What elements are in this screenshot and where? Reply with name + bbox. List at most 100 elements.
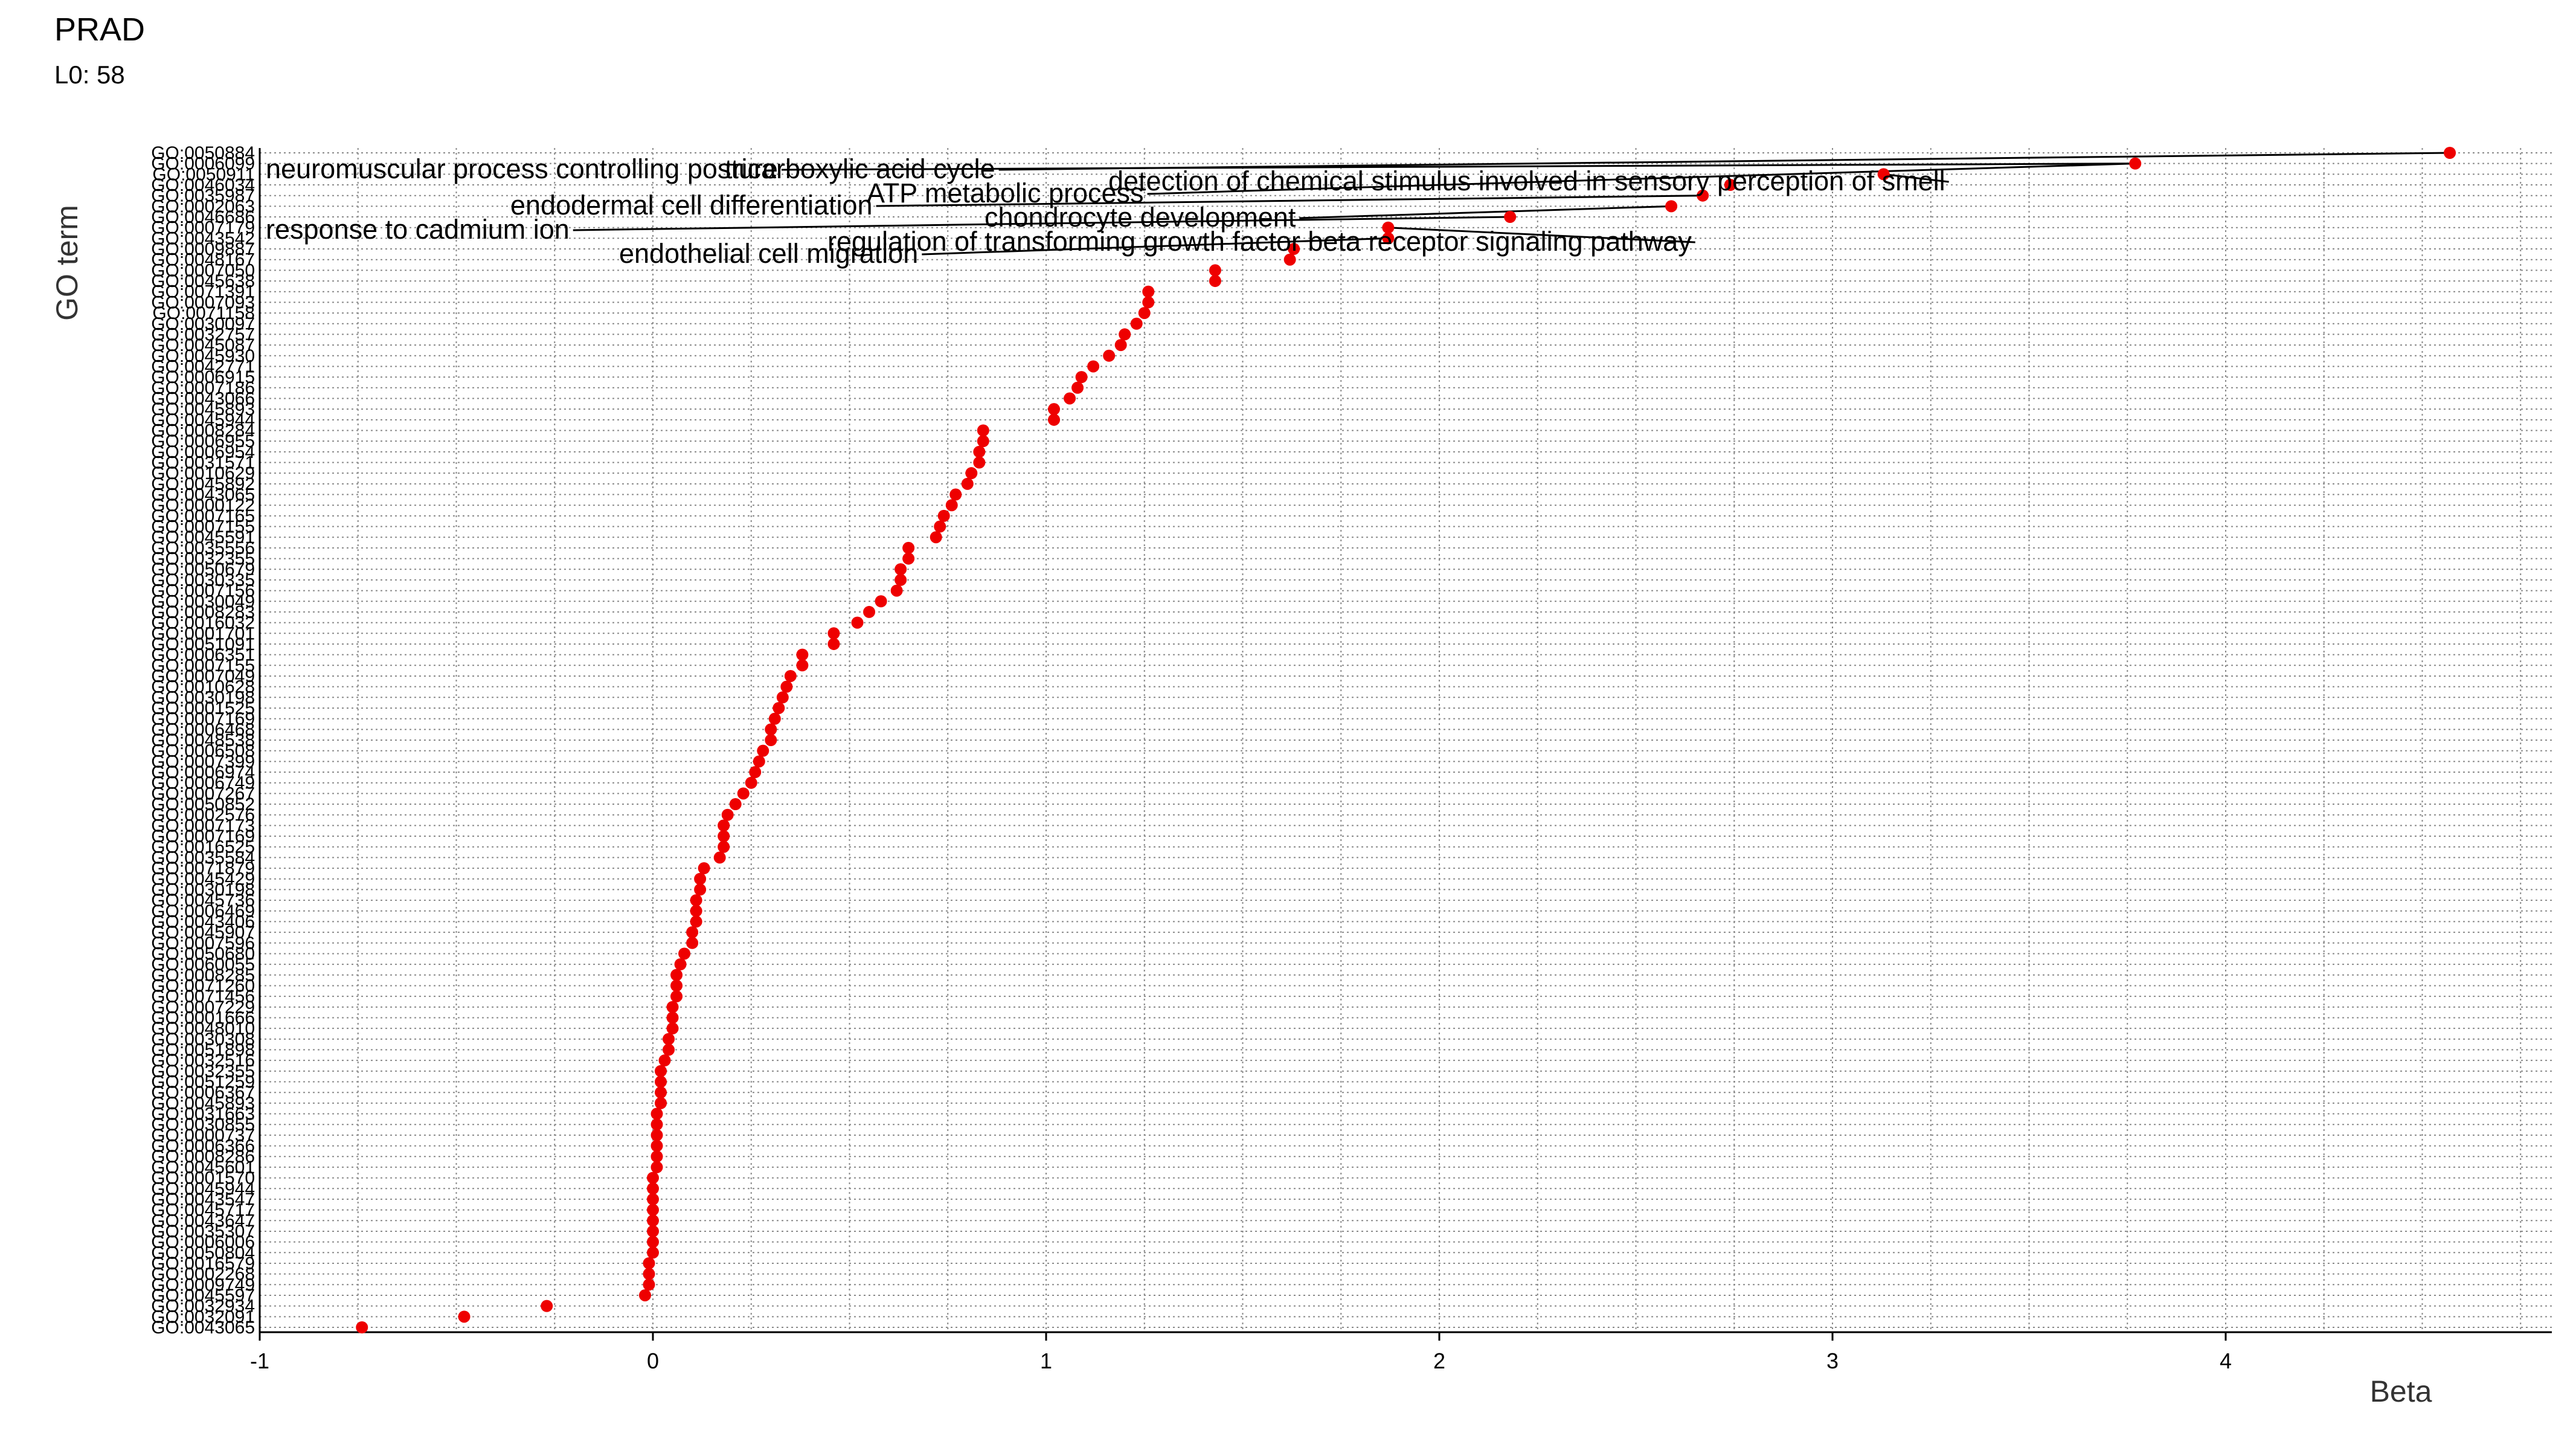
data-point [1504,211,1517,224]
data-point [663,1043,675,1056]
y-tick-label: GO:0048167 [151,250,255,270]
data-point [655,1065,667,1077]
y-tick-label: GO:0032355 [151,1062,255,1081]
annotation-label: neuromuscular process controlling postur… [266,153,778,184]
data-point [895,563,907,576]
y-tick-labels: GO:0050884GO:0006099GO:0050911GO:0046034… [151,143,255,1338]
data-point [647,1236,659,1248]
data-point [937,509,950,522]
data-point [796,648,809,661]
data-point [356,1321,368,1333]
x-tick-label: 1 [1040,1348,1052,1373]
y-tick-label: GO:0030335 [151,570,255,590]
x-tick-label: 3 [1826,1348,1839,1373]
y-tick-label: GO:0050911 [152,164,255,184]
annotation-label: response to cadmium ion [266,214,570,245]
y-tick-label: GO:0035307 [151,1222,255,1242]
y-tick-label: GO:0030049 [151,591,255,611]
y-tick-label: GO:0050804 [151,1243,255,1263]
y-tick-label: GO:0045930 [151,346,255,366]
y-tick-label: GO:0043066 [151,388,255,408]
data-point [721,808,734,821]
y-tick-label: GO:0048538 [151,730,255,750]
data-point [686,936,699,949]
y-tick-label: GO:0006006 [151,1232,255,1252]
y-tick-label: GO:0045907 [151,923,255,942]
y-tick-label: GO:0030308 [151,1030,255,1049]
y-tick-label: GO:0001570 [151,1168,255,1188]
y-tick-label: GO:0045944 [151,410,255,430]
annotation-leader-line [1147,163,2136,195]
annotation-label: regulation of transforming growth factor… [827,226,1692,257]
annotation-leader-line [781,163,2136,171]
data-point [718,840,730,853]
data-point [647,1204,659,1216]
y-tick-label: GO:0007186 [151,378,255,398]
data-points [356,147,2456,1333]
y-tick-label: GO:0007169 [151,709,255,729]
data-point [961,477,974,490]
data-point [713,851,726,864]
y-tick-label: GO:0007229 [151,997,255,1017]
data-point [737,787,750,800]
y-tick-label: GO:0030097 [151,314,255,334]
y-tick-label: GO:0051259 [151,1072,255,1092]
chart-title: PRAD [54,11,146,48]
y-tick-label: GO:0007596 [151,933,255,953]
y-tick-label: GO:0045717 [151,1200,255,1220]
y-tick-label: GO:0051898 [151,1040,255,1060]
data-point [745,776,757,789]
data-point [650,1118,663,1131]
y-tick-label: GO:0006469 [151,901,255,921]
data-point [765,723,777,736]
x-tick-label: 2 [1433,1348,1445,1373]
annotation-label: endothelial cell migration [619,238,918,269]
grid-lines [259,148,2552,1332]
y-tick-label: GO:0045638 [151,271,255,291]
y-tick-label: GO:0002063 [151,196,255,216]
y-tick-label: GO:0042771 [151,356,255,376]
data-point [1048,413,1061,426]
annotation-leader-line [573,216,1511,231]
y-tick-label: GO:0035584 [151,848,255,868]
data-point [647,1182,659,1195]
y-tick-label: GO:0016525 [151,837,255,857]
data-point [796,659,809,672]
data-point [655,1075,667,1088]
y-tick-label: GO:0006366 [151,1136,255,1156]
y-tick-label: GO:0010628 [151,677,255,697]
y-tick-label: GO:0071391 [151,282,255,302]
data-point [638,1289,651,1301]
y-tick-label: GO:0071158 [152,303,255,323]
data-point [663,1033,675,1045]
data-point [1130,317,1143,330]
y-tick-label: GO:0043065 [151,485,255,505]
y-tick-label: GO:0031663 [151,1104,255,1124]
data-point [1697,189,1709,202]
y-tick-label: GO:0007165 [151,506,255,526]
y-tick-label: GO:0007169 [151,826,255,846]
data-point [650,1150,663,1163]
data-point [1877,168,1890,181]
data-point [458,1310,471,1323]
y-tick-label: GO:0007050 [151,260,255,280]
data-point [718,830,730,843]
axes [259,148,2552,1341]
data-point [902,552,915,565]
y-tick-label: GO:0060055 [151,955,255,975]
y-tick-label: GO:0035987 [151,186,255,206]
y-tick-label: GO:0051091 [151,634,255,654]
data-point [698,862,710,875]
data-point [851,616,864,629]
y-tick-label: GO:0045429 [151,869,255,889]
x-tick-labels: -1 0 1 2 3 4 [250,1348,2232,1373]
y-tick-label: GO:0043542 [151,228,255,248]
y-tick-label: GO:0006954 [151,442,255,462]
data-point [768,712,781,725]
y-tick-label: GO:0008285 [151,965,255,985]
data-point [650,1107,663,1120]
y-tick-label: GO:0050852 [151,794,255,814]
data-point [690,894,702,907]
data-point [757,744,769,757]
y-tick-label: GO:0008284 [151,420,255,440]
